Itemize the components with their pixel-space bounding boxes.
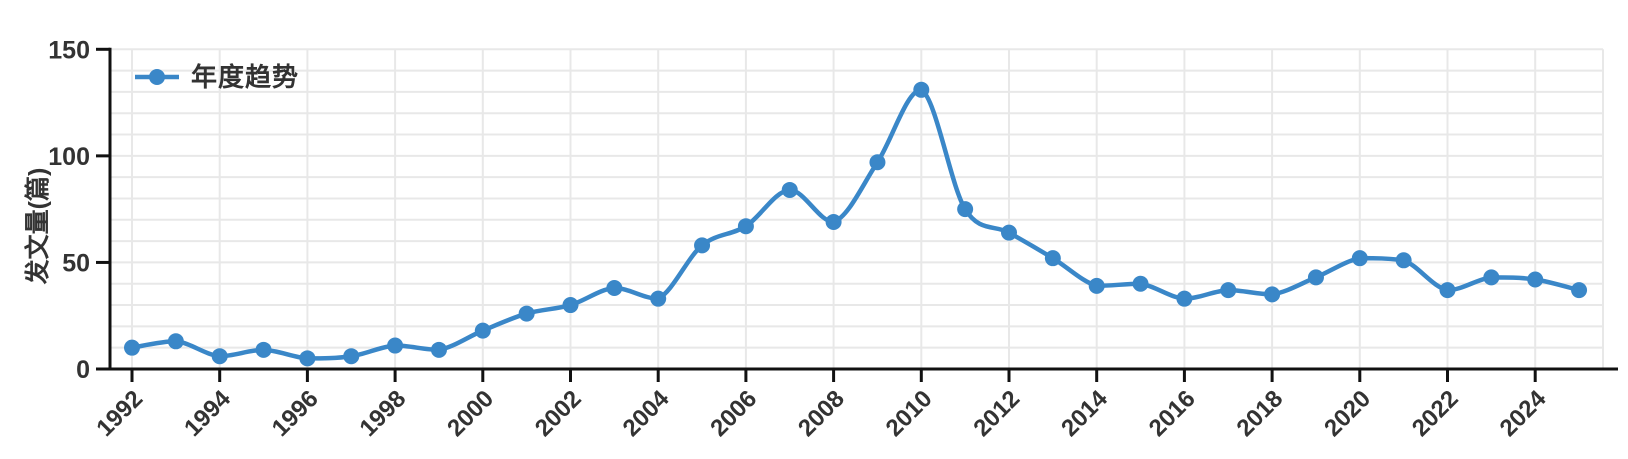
data-point[interactable] (167, 333, 184, 350)
data-point[interactable] (1439, 282, 1456, 299)
data-point[interactable] (1571, 282, 1588, 299)
data-point[interactable] (694, 237, 711, 254)
x-tick-label: 2004 (618, 385, 675, 442)
data-point[interactable] (1001, 224, 1017, 241)
x-tick-label: 1996 (267, 385, 324, 442)
data-point[interactable] (957, 201, 974, 218)
data-point[interactable] (518, 305, 535, 322)
data-point[interactable] (1527, 271, 1544, 288)
data-point[interactable] (1088, 277, 1105, 294)
data-point[interactable] (474, 322, 491, 339)
data-point[interactable] (387, 337, 404, 354)
legend-line-marker-icon (135, 69, 179, 85)
data-point[interactable] (1483, 269, 1500, 286)
y-tick-label: 150 (48, 36, 90, 64)
data-point[interactable] (913, 81, 930, 98)
x-tick-label: 2014 (1056, 385, 1113, 442)
data-point[interactable] (825, 213, 842, 230)
x-tick-label: 2006 (705, 385, 762, 442)
data-point[interactable] (299, 350, 316, 367)
data-point[interactable] (1307, 269, 1324, 286)
y-axis-title: 发文量(篇) (24, 167, 52, 285)
x-tick-label: 2024 (1495, 385, 1552, 442)
x-tick-label: 2020 (1319, 385, 1376, 442)
data-point[interactable] (1132, 275, 1149, 292)
x-tick-label: 2012 (968, 385, 1025, 442)
x-tick-label: 2000 (442, 385, 499, 442)
data-point[interactable] (124, 339, 140, 356)
y-tick-label: 50 (62, 249, 90, 277)
trend-line[interactable] (129, 87, 1582, 361)
legend-label: 年度趋势 (191, 62, 300, 92)
legend-item[interactable]: 年度趋势 (134, 64, 299, 90)
y-tick-label: 0 (76, 356, 90, 384)
data-point[interactable] (562, 297, 579, 314)
data-point[interactable] (650, 290, 667, 307)
x-tick-label: 1992 (91, 385, 148, 442)
data-point[interactable] (606, 280, 623, 297)
x-tick-label: 2010 (881, 385, 938, 442)
data-point[interactable] (869, 154, 886, 171)
data-point[interactable] (1395, 252, 1412, 269)
data-point[interactable] (1176, 290, 1193, 307)
x-tick-label: 2022 (1407, 385, 1464, 442)
data-point[interactable] (430, 341, 447, 358)
x-tick-label: 2008 (793, 385, 850, 442)
y-tick-label: 100 (48, 143, 90, 171)
x-tick-label: 2016 (1144, 385, 1201, 442)
data-point[interactable] (255, 341, 272, 358)
data-point[interactable] (211, 348, 228, 365)
data-point[interactable] (781, 181, 798, 198)
data-point[interactable] (343, 348, 360, 365)
data-point[interactable] (737, 218, 754, 235)
x-tick-label: 1994 (179, 385, 236, 442)
x-tick-label: 2018 (1231, 385, 1288, 442)
data-point[interactable] (1351, 250, 1368, 267)
data-point[interactable] (1044, 250, 1061, 267)
x-tick-label: 2002 (530, 385, 587, 442)
data-point[interactable] (1220, 282, 1237, 299)
data-point[interactable] (1264, 286, 1281, 303)
x-tick-label: 1998 (354, 385, 411, 442)
